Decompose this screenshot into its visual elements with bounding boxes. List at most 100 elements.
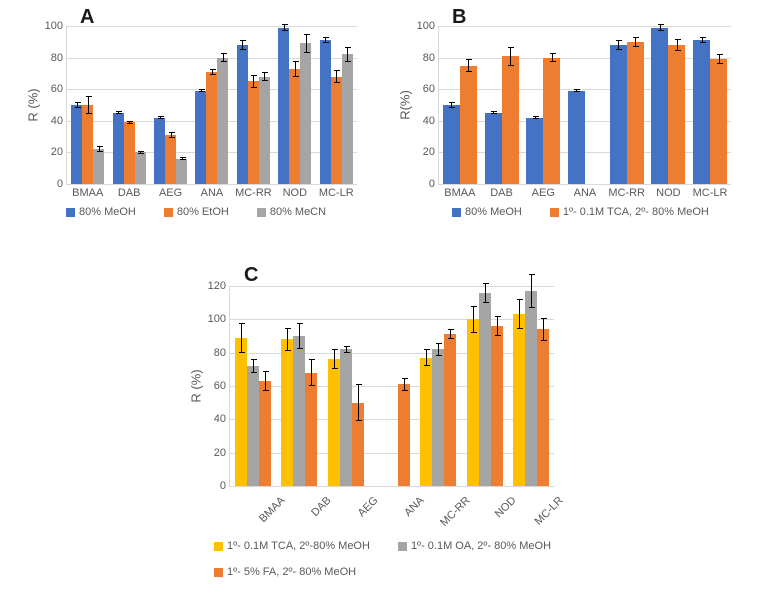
bar (154, 118, 165, 184)
legend-item: 1º- 0.1M TCA, 2º-80% MeOH (214, 540, 370, 552)
bar (281, 339, 293, 486)
legend-swatch (550, 208, 559, 217)
xtick-label: NOD (472, 489, 519, 536)
bar (513, 314, 525, 486)
error-bar (118, 111, 119, 114)
bar (491, 326, 503, 486)
legend-item: 80% MeCN (257, 206, 326, 218)
bar-group (328, 349, 364, 486)
error-bar (253, 359, 254, 372)
error-bar (438, 343, 439, 356)
bar (93, 149, 104, 184)
error-bar (677, 39, 678, 52)
xtick-label: MC-LR (316, 184, 357, 199)
bar (124, 122, 135, 184)
bar (165, 135, 176, 184)
error-bar (223, 53, 224, 62)
bar (217, 58, 228, 184)
bar-group (278, 28, 311, 184)
xtick-label: DAB (287, 489, 334, 536)
error-bar (426, 349, 427, 366)
xtick-label: NOD (274, 184, 315, 199)
bar (278, 28, 289, 184)
bar (420, 358, 432, 486)
error-bar (212, 69, 213, 75)
bar (443, 105, 460, 184)
bar-group (568, 91, 602, 184)
legend-label: 80% MeOH (465, 206, 522, 218)
xtick-label: BMAA (67, 184, 108, 199)
error-bar (299, 323, 300, 350)
bar (135, 152, 146, 184)
chart-b-ylabel: R(%) (398, 90, 413, 120)
bar-group (281, 336, 317, 486)
error-bar (510, 47, 511, 66)
bar (432, 349, 444, 486)
error-bar (576, 89, 577, 92)
error-bar (347, 47, 348, 63)
bar-group (443, 66, 477, 185)
bar (289, 69, 300, 184)
bar (651, 28, 668, 184)
error-bar (618, 40, 619, 49)
legend-item: 80% EtOH (164, 206, 229, 218)
bar (537, 329, 549, 486)
error-bar (493, 111, 494, 114)
error-bar (531, 274, 532, 307)
bar (627, 42, 644, 184)
xtick-label: DAB (108, 184, 149, 199)
error-bar (241, 323, 242, 353)
bar (526, 118, 543, 184)
error-bar (284, 24, 285, 30)
error-bar (306, 34, 307, 53)
ytick-label: 0 (220, 480, 230, 492)
bar (248, 81, 259, 184)
bar (710, 59, 727, 184)
ytick-label: 80 (423, 52, 439, 64)
error-bar (635, 37, 636, 46)
error-bar (358, 384, 359, 421)
error-bar (450, 329, 451, 339)
bar (485, 113, 502, 184)
xtick-row: BMAADABAEGANAMC-RRNODMC-LR (439, 184, 731, 199)
ytick-label: 60 (423, 83, 439, 95)
error-bar (140, 151, 141, 154)
chart-a-ylabel: R (%) (26, 88, 41, 121)
bar (444, 334, 456, 486)
xtick-label: AEG (522, 184, 564, 199)
error-bar (160, 116, 161, 119)
bar (206, 72, 217, 184)
error-bar (295, 61, 296, 77)
error-bar (253, 75, 254, 88)
bar (237, 45, 248, 184)
xtick-label: MC-RR (606, 184, 648, 199)
error-bar (702, 37, 703, 43)
bar (467, 319, 479, 486)
error-bar (535, 116, 536, 119)
bar (460, 66, 477, 185)
bar-groups (439, 26, 731, 184)
bar (247, 366, 259, 486)
bar (305, 373, 317, 486)
legend-label: 1º- 0.1M OA, 2º- 80% MeOH (411, 540, 551, 552)
legend-label: 1º- 0.1M TCA, 2º-80% MeOH (227, 540, 370, 552)
bar (300, 43, 311, 184)
ytick-label: 80 (51, 52, 67, 64)
legend-swatch (257, 208, 266, 217)
bar (328, 359, 340, 486)
bar-group (237, 45, 270, 184)
ytick-label: 120 (208, 280, 230, 292)
chart-a-legend: 80% MeOH80% EtOH80% MeCN (66, 206, 326, 218)
bar (82, 105, 93, 184)
legend-swatch (214, 542, 223, 551)
bar (610, 45, 627, 184)
error-bar (473, 306, 474, 333)
ytick-label: 20 (51, 146, 67, 158)
bar (543, 58, 560, 184)
ytick-label: 40 (51, 115, 67, 127)
chart-c-plot: R (%) 020406080100120BMAADABAEGANAMC-RRN… (229, 286, 554, 487)
bar-group (467, 293, 503, 486)
error-bar (451, 102, 452, 108)
error-bar (346, 346, 347, 353)
error-bar (404, 378, 405, 391)
